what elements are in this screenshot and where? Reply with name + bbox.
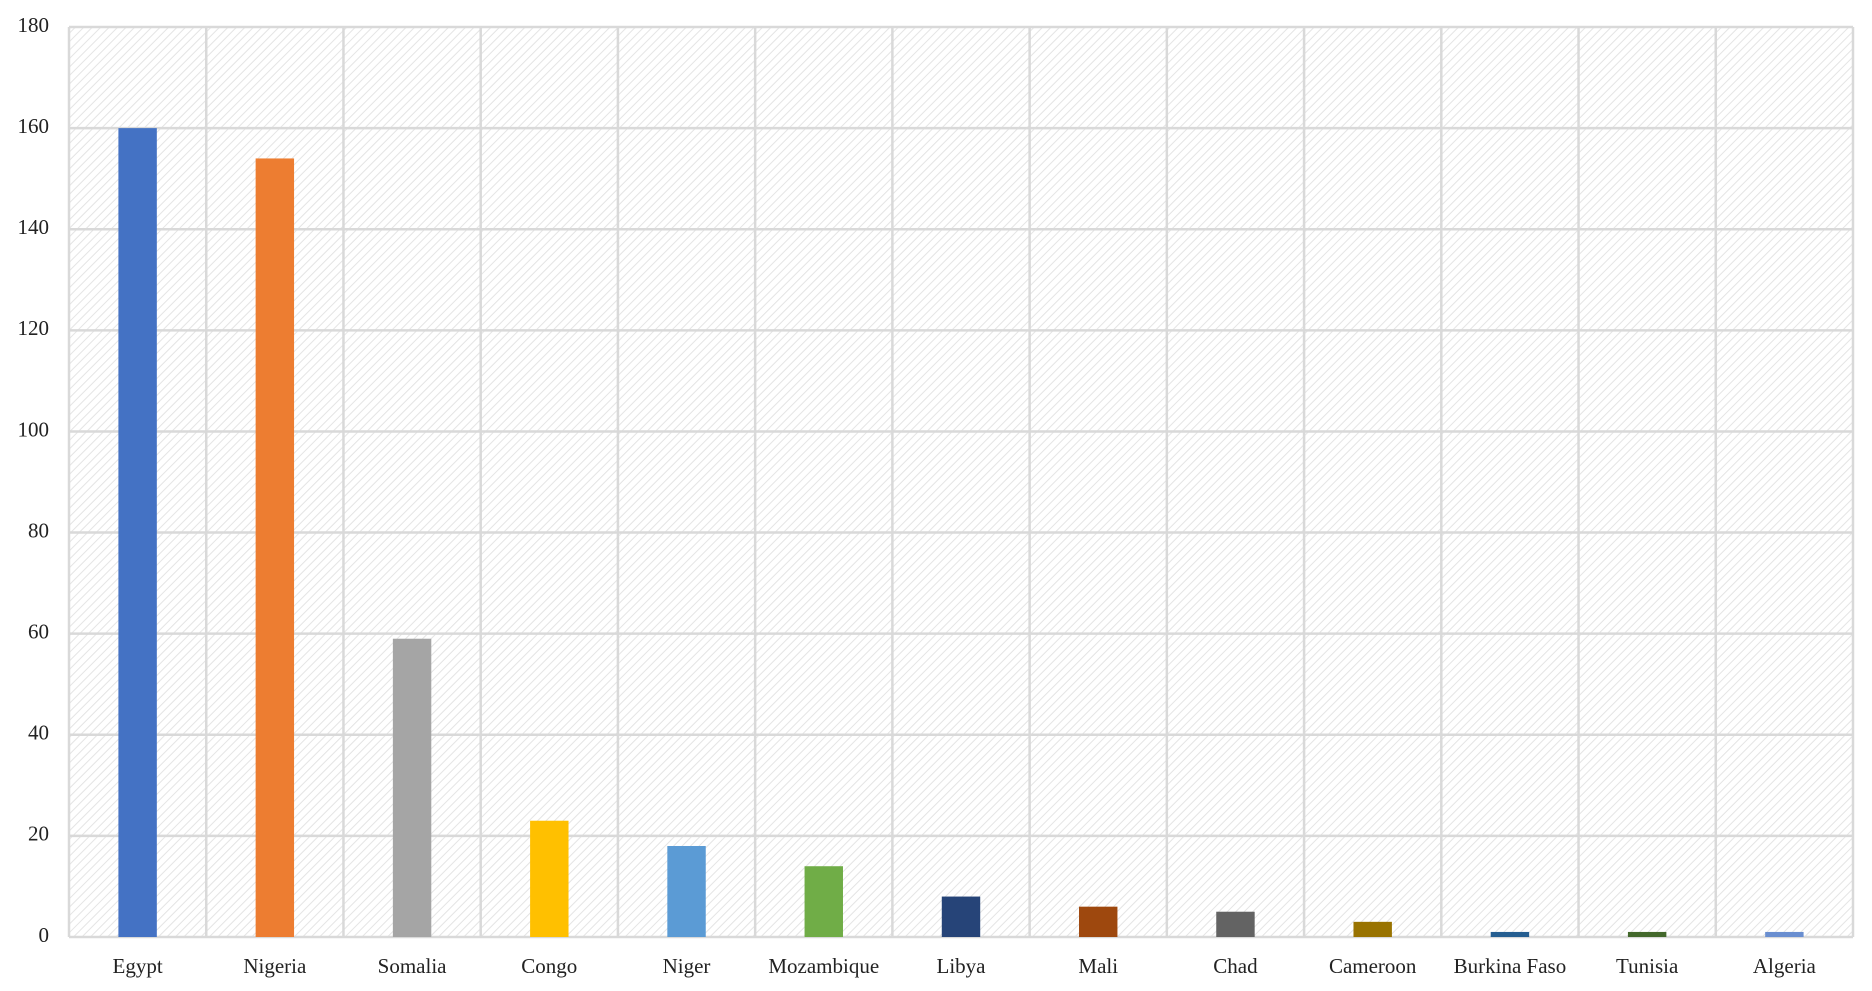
y-tick-label: 180 [18, 13, 50, 37]
y-tick-label: 140 [18, 215, 50, 239]
x-tick-label: Libya [937, 954, 987, 978]
x-tick-label: Burkina Faso [1454, 954, 1567, 978]
y-tick-label: 20 [28, 822, 49, 846]
bar [1765, 931, 1804, 937]
y-tick-label: 100 [18, 417, 50, 441]
bar [1079, 906, 1118, 937]
bar [667, 846, 706, 937]
bar [392, 638, 432, 937]
plot-area [69, 27, 1853, 937]
y-tick-label: 40 [28, 721, 49, 745]
bar [941, 896, 981, 937]
x-tick-label: Mali [1078, 954, 1118, 978]
bar [1490, 931, 1530, 937]
x-tick-label: Niger [663, 954, 711, 978]
y-tick-label: 80 [28, 518, 49, 542]
y-tick-label: 60 [28, 619, 49, 643]
x-tick-label: Somalia [378, 954, 448, 978]
x-tick-label: Cameroon [1329, 954, 1417, 978]
bar [1627, 931, 1667, 937]
bar [255, 158, 295, 937]
bar [118, 128, 157, 938]
bar [804, 866, 843, 937]
x-tick-label: Nigeria [243, 954, 307, 978]
bar [1216, 911, 1255, 937]
y-tick-label: 120 [18, 316, 50, 340]
x-tick-label: Egypt [113, 954, 163, 978]
x-tick-label: Chad [1213, 954, 1258, 978]
y-tick-label: 160 [18, 114, 50, 138]
bar [1353, 921, 1392, 937]
x-tick-label: Algeria [1753, 954, 1817, 978]
x-tick-label: Congo [521, 954, 577, 978]
x-tick-label: Tunisia [1616, 954, 1679, 978]
y-tick-label: 0 [39, 923, 50, 947]
x-tick-label: Mozambique [768, 954, 879, 978]
bar [530, 820, 569, 937]
